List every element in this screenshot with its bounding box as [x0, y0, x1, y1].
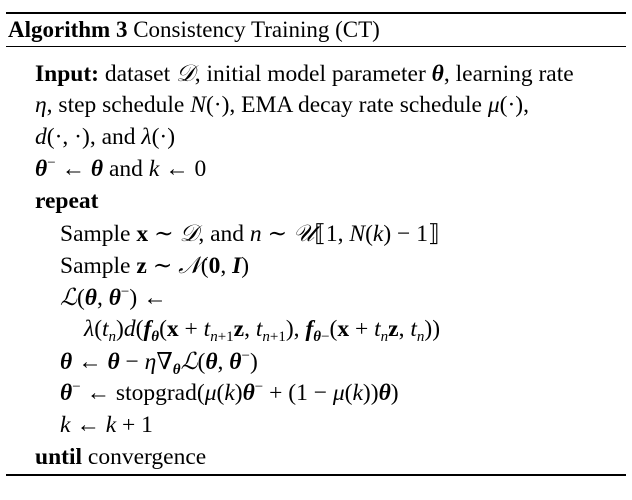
input-text-dataset: dataset [104, 61, 171, 87]
algorithm-label: Algorithm 3 [8, 17, 128, 42]
input-text-param: , initial model parameter [194, 61, 426, 87]
input-line-3: d(·, ·), and λ(·) [35, 121, 175, 153]
until-keyword: until [35, 444, 83, 470]
repeat-keyword: repeat [35, 188, 99, 214]
sample-z-line: Sample z ∼ 𝒩(0, I) [60, 251, 250, 279]
loss-continuation-line: λ(tn)d(fθ(x + tn+1z, tn+1), fθ−(x + tnz,… [84, 316, 441, 345]
init-line: θ− ← θ and k ← 0 [35, 155, 207, 183]
sample-label: Sample [60, 253, 131, 279]
until-line: until convergence [35, 441, 206, 473]
sample-x-line: Sample x ∼ 𝒟, and n ∼ 𝒰⟦1, N(k) − 1⟧ [60, 219, 440, 247]
input-text-ema: , EMA decay rate schedule [229, 92, 482, 118]
mu-schedule: μ(·) [487, 92, 524, 118]
sample-and: , and [198, 221, 245, 247]
eta-symbol: η [35, 92, 47, 118]
algorithm-title: Algorithm 3 Consistency Training (CT) [8, 14, 380, 46]
loss-line: ℒ(θ, θ−) ← [60, 283, 167, 311]
init-and: and [109, 156, 143, 182]
input-line-1: Input: dataset 𝒟, initial model paramete… [35, 57, 574, 89]
input-text-step: , step schedule [46, 92, 185, 118]
input-line-2: η, step schedule N(·), EMA decay rate sc… [35, 92, 529, 118]
top-rule [6, 12, 626, 14]
input-text-and: , and [89, 124, 136, 150]
k-increment-line: k ← k + 1 [60, 412, 153, 438]
bottom-rule [6, 474, 626, 476]
lambda-fn: λ(·) [141, 124, 176, 150]
gradient-update-line: θ ← θ − η∇θℒ(θ, θ−) [60, 347, 258, 378]
ema-update-line: θ− ← stopgrad(μ(k)θ− + (1 − μ(k))θ) [60, 379, 399, 407]
distance-fn: d(·, ·) [35, 124, 90, 150]
dataset-symbol: 𝒟 [176, 59, 195, 87]
sample-label: Sample [60, 221, 131, 247]
algorithm-name: Consistency Training (CT) [133, 17, 380, 42]
input-keyword: Input: [35, 61, 100, 87]
header-rule [6, 46, 626, 47]
N-schedule: N(·) [190, 92, 230, 118]
stopgrad-op: stopgrad [115, 380, 197, 406]
input-text-lr: , learning rate [443, 61, 574, 87]
repeat-line: repeat [35, 185, 99, 217]
convergence-text: convergence [87, 444, 207, 470]
theta-symbol: θ [431, 61, 444, 87]
